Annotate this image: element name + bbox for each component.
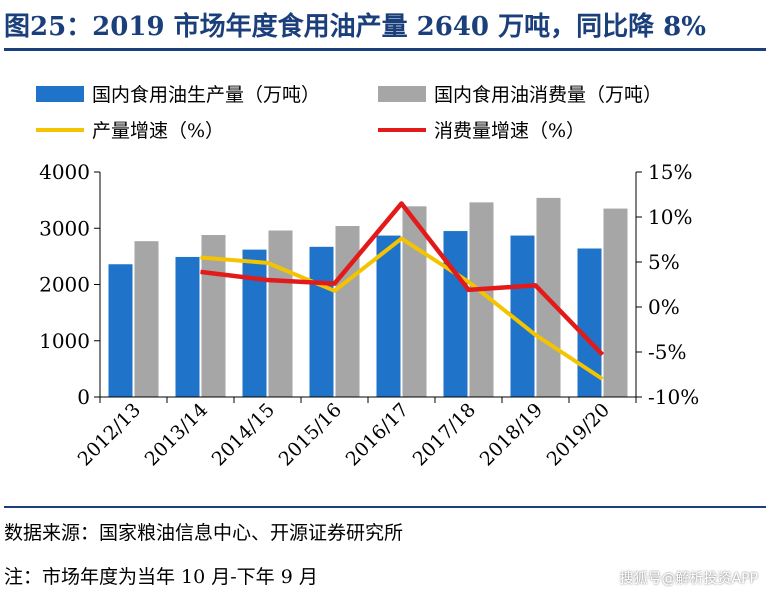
bar-consumption [335,226,360,397]
right-tick-label: -10% [648,385,699,409]
bar-production [242,249,267,397]
legend: 国内食用油生产量（万吨） 国内食用油消费量（万吨） 产量增速（%） 消费量增速（%） [36,84,662,142]
x-tick-label: 2015/16 [275,399,346,470]
left-tick-label: 1000 [39,329,90,353]
bar-consumption [134,241,159,397]
footnote: 注：市场年度为当年 10 月-下年 9 月 [4,566,318,588]
legend-label: 国内食用油消费量（万吨） [434,84,662,106]
bar-production [309,246,334,397]
left-tick-label: 0 [77,385,90,409]
x-tick-label: 2012/13 [74,399,145,470]
footer-rule [4,506,766,508]
x-tick-label: 2013/14 [141,399,212,470]
x-tick-label: 2016/17 [342,399,413,470]
title-rule [4,48,766,51]
legend-label: 产量增速（%） [92,120,224,142]
right-tick-label: 5% [648,250,680,274]
legend-label: 国内食用油生产量（万吨） [92,84,320,106]
bar-consumption [201,235,226,397]
figure-title: 图25：2019 市场年度食用油产量 2640 万吨，同比降 8% [4,12,706,42]
growth-lines [200,201,605,381]
bar-production [175,256,200,397]
bar-production [443,231,468,397]
x-tick-label: 2018/19 [476,399,547,470]
x-tick-label: 2017/18 [409,399,480,470]
right-tick-label: 0% [648,295,680,319]
watermark: 搜狐号@解析投资APP [619,571,758,587]
bar-production [376,235,401,397]
right-tick-label: -5% [648,340,687,364]
x-tick-label: 2019/20 [543,399,614,470]
bar-consumption [603,208,628,397]
line-consumption-growth [200,201,605,357]
left-tick-label: 2000 [39,273,90,297]
legend-swatch [36,86,84,102]
right-tick-label: 10% [648,205,692,229]
left-tick-label: 3000 [39,216,90,240]
left-tick-label: 4000 [39,160,90,184]
bar-production [108,264,133,397]
bar-consumption [268,230,293,397]
x-tick-label: 2014/15 [208,399,279,470]
legend-label: 消费量增速（%） [434,120,585,142]
source-note: 数据来源：国家粮油信息中心、开源证券研究所 [4,522,404,544]
legend-swatch [378,86,426,102]
right-tick-label: 15% [648,160,692,184]
bars [108,197,628,397]
line-production-growth [200,236,604,381]
bar-consumption [402,206,427,397]
chart: 国内食用油生产量（万吨） 国内食用油消费量（万吨）产量增速（%） 消费量增速（%） … [36,84,699,470]
